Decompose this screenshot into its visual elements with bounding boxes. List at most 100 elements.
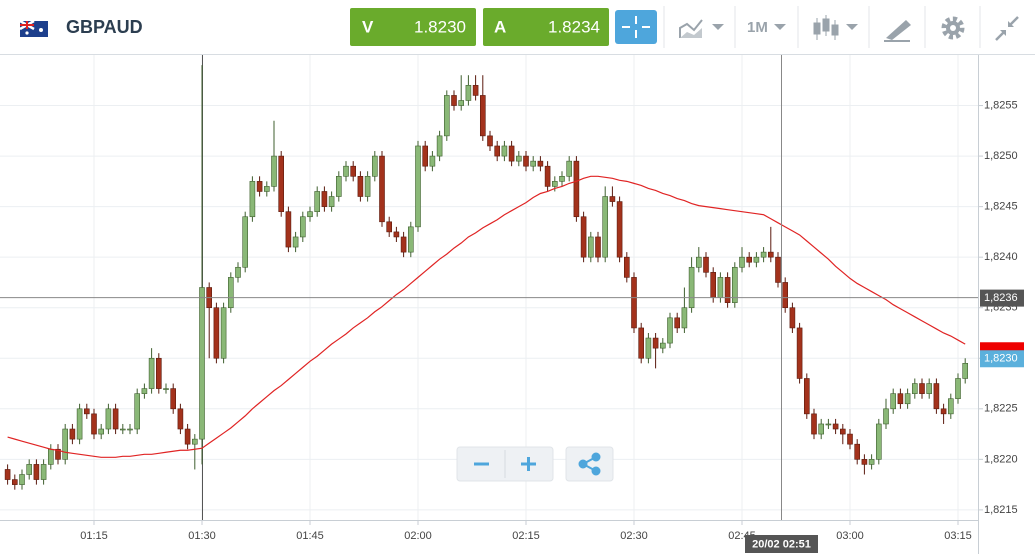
candle-type-button[interactable] bbox=[813, 15, 858, 40]
buy-button[interactable] bbox=[483, 8, 609, 46]
candle-body bbox=[652, 337, 659, 349]
candle-body bbox=[429, 155, 436, 167]
collapse-button[interactable] bbox=[995, 16, 1019, 41]
candle-body bbox=[609, 196, 616, 202]
candle-body bbox=[112, 408, 119, 430]
y-tick-label: 1,8220 bbox=[984, 453, 1018, 465]
candle-body bbox=[19, 474, 25, 485]
dropdown-arrow bbox=[774, 24, 786, 30]
candle-body bbox=[868, 459, 875, 465]
candle-body bbox=[760, 251, 767, 258]
candle-body bbox=[508, 145, 515, 162]
sell-price: 1.8230 bbox=[414, 17, 466, 36]
candle-body bbox=[883, 408, 889, 425]
candle-body bbox=[98, 428, 104, 435]
candle-body bbox=[235, 266, 241, 278]
x-tick-label: 02:15 bbox=[512, 530, 540, 542]
candle-body bbox=[746, 256, 753, 263]
candle-body bbox=[897, 393, 904, 405]
candle-body bbox=[580, 216, 587, 258]
timeframe[interactable]: 1M bbox=[747, 19, 768, 36]
candle-body bbox=[717, 277, 724, 298]
candle-body bbox=[904, 393, 911, 405]
candle-body bbox=[407, 226, 414, 253]
crosshair-price-tag bbox=[980, 289, 1024, 307]
x-tick-label: 01:30 bbox=[188, 530, 216, 542]
candle-body bbox=[602, 196, 609, 258]
chart-type-button[interactable] bbox=[679, 19, 724, 38]
candle-body bbox=[523, 155, 529, 167]
candle-body bbox=[638, 327, 645, 359]
candle-body bbox=[343, 165, 349, 177]
candle-body bbox=[436, 135, 443, 157]
x-tick-label: 01:45 bbox=[296, 530, 324, 542]
draw-button[interactable] bbox=[884, 20, 911, 42]
buy-price: 1.8234 bbox=[548, 17, 600, 36]
settings-button[interactable] bbox=[941, 16, 965, 40]
toolbar: GBPAUD V 1.8230 A 1.8234 1M bbox=[0, 0, 1035, 55]
share-icon bbox=[578, 452, 601, 476]
candle-body bbox=[177, 408, 184, 430]
candle-body bbox=[681, 307, 688, 329]
zoom-in[interactable] bbox=[521, 457, 536, 471]
candle-body bbox=[667, 317, 673, 344]
candle-body bbox=[415, 145, 421, 228]
candle-body bbox=[199, 287, 205, 440]
buy-label: A bbox=[494, 17, 506, 36]
candle-body bbox=[127, 428, 133, 431]
candle-body bbox=[328, 196, 335, 207]
candle-body bbox=[335, 176, 342, 197]
candle-body bbox=[623, 256, 630, 278]
candle-body bbox=[451, 95, 457, 106]
candle-body bbox=[803, 378, 810, 415]
candle-body bbox=[739, 256, 745, 268]
candle-body bbox=[674, 317, 681, 329]
candle-body bbox=[703, 256, 709, 273]
share-button[interactable] bbox=[565, 446, 614, 482]
candle-body bbox=[91, 413, 97, 435]
crosshair-button[interactable] bbox=[615, 10, 657, 44]
candle-body bbox=[156, 357, 162, 389]
candle-body bbox=[861, 459, 868, 465]
candle-body bbox=[393, 231, 400, 238]
axis-bg bbox=[978, 55, 1035, 520]
candle-body bbox=[357, 176, 364, 197]
flag bbox=[19, 19, 48, 37]
candle-body bbox=[163, 388, 169, 390]
sell-label: V bbox=[362, 17, 374, 36]
candle-body bbox=[962, 363, 969, 379]
candle-body bbox=[688, 266, 695, 309]
candle-body bbox=[926, 383, 933, 394]
candle-body bbox=[818, 423, 825, 435]
candle-body bbox=[631, 277, 637, 329]
candle-body bbox=[544, 165, 551, 187]
sell-button[interactable] bbox=[350, 8, 476, 46]
moving-average bbox=[7, 175, 966, 458]
candle-body bbox=[141, 388, 148, 394]
y-tick-label: 1,8245 bbox=[984, 201, 1018, 213]
candle-body bbox=[307, 211, 313, 218]
candle-body bbox=[12, 479, 18, 485]
candle-body bbox=[947, 398, 954, 415]
candle-body bbox=[69, 428, 76, 440]
candle-body bbox=[364, 176, 371, 197]
x-tick-label: 03:00 bbox=[836, 530, 864, 542]
candle-body bbox=[271, 155, 277, 187]
candle-body bbox=[832, 423, 839, 430]
candle-body bbox=[479, 95, 486, 137]
y-tick-label: 1,8225 bbox=[984, 403, 1018, 415]
candle-body bbox=[911, 383, 918, 394]
candle-body bbox=[263, 186, 270, 192]
candle-body bbox=[616, 201, 623, 258]
candle-body bbox=[847, 433, 853, 445]
candle-body bbox=[724, 277, 731, 303]
candle-body bbox=[854, 443, 861, 460]
y-tick-label: 1,8255 bbox=[984, 99, 1018, 111]
candle-body bbox=[775, 256, 781, 283]
zoom-controls bbox=[456, 446, 614, 482]
candle-body bbox=[242, 216, 248, 268]
candle-body bbox=[753, 256, 760, 263]
candle-body bbox=[587, 236, 594, 258]
candle-body bbox=[134, 393, 140, 430]
candle-body bbox=[940, 408, 947, 415]
